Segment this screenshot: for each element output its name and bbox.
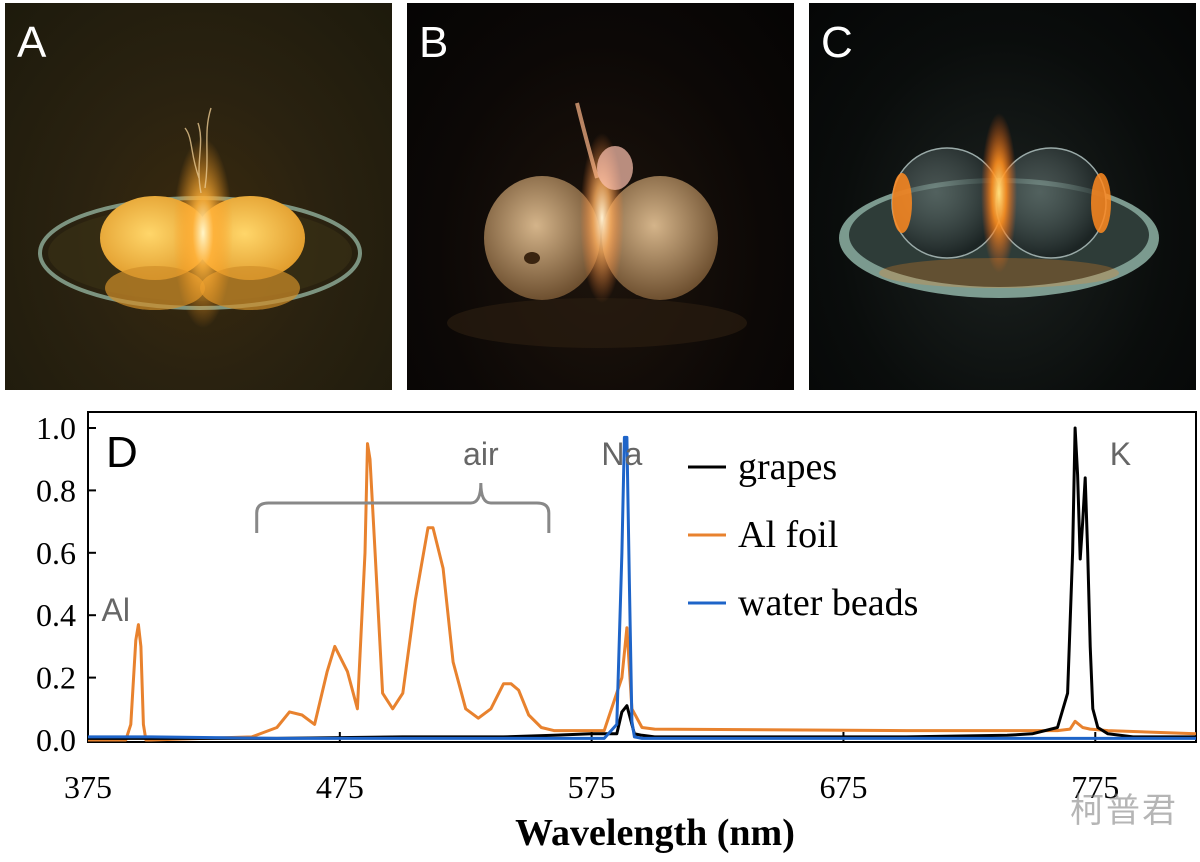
x-tick-label: 775 [1071,769,1119,805]
y-tick-label: 0.0 [36,722,76,758]
y-tick-label: 0.8 [36,472,76,508]
water-beads-photo [839,113,1159,298]
legend-label: water beads [738,582,918,624]
y-tick-label: 0.2 [36,660,76,696]
annotation-label: K [1110,436,1131,472]
series-lines [88,426,1197,742]
x-tick-label: 675 [819,769,867,805]
photo-panel-a: A [5,3,392,390]
panel-letter-b: B [419,18,449,67]
legend: grapes Al foil water beads [688,446,918,624]
panel-letter-c: C [821,18,853,67]
x-axis-title: Wavelength (nm) [515,812,795,854]
annotation-label: Na [601,436,642,472]
y-tick-label: 0.6 [36,535,76,571]
whole-grapes-photo [447,102,747,348]
photo-panel-c: C [809,3,1196,390]
x-axis: 375 475 575 675 775 [64,732,1119,805]
air-bracket [255,482,551,533]
x-tick-label: 475 [316,769,364,805]
legend-label: Al foil [738,514,838,556]
legend-label: grapes [738,446,837,488]
y-axis: 0.0 0.2 0.4 0.6 0.8 1.0 [36,410,96,758]
panel-letter-a: A [17,18,47,67]
series-line-grapes [88,426,1196,740]
y-tick-label: 1.0 [36,410,76,446]
photo-panel-b: B [407,3,794,390]
x-tick-label: 375 [64,769,112,805]
series-line-al-foil [88,442,1197,742]
series-line-water-beads [88,435,1196,740]
y-tick-label: 0.4 [36,597,76,633]
grape-halves-photo [38,107,362,328]
annotation-label: Al [101,592,129,628]
x-tick-label: 575 [568,769,616,805]
panel-letter-d: D [106,428,138,477]
annotations: Al air Na K [101,436,1131,628]
plot-frame [87,411,1197,743]
annotation-label: air [463,436,499,472]
watermark: 柯普君 [1070,791,1178,831]
